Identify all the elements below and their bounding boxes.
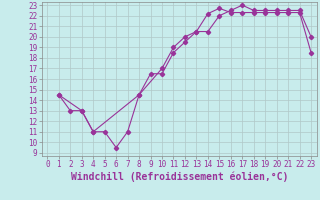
X-axis label: Windchill (Refroidissement éolien,°C): Windchill (Refroidissement éolien,°C) bbox=[70, 172, 288, 182]
